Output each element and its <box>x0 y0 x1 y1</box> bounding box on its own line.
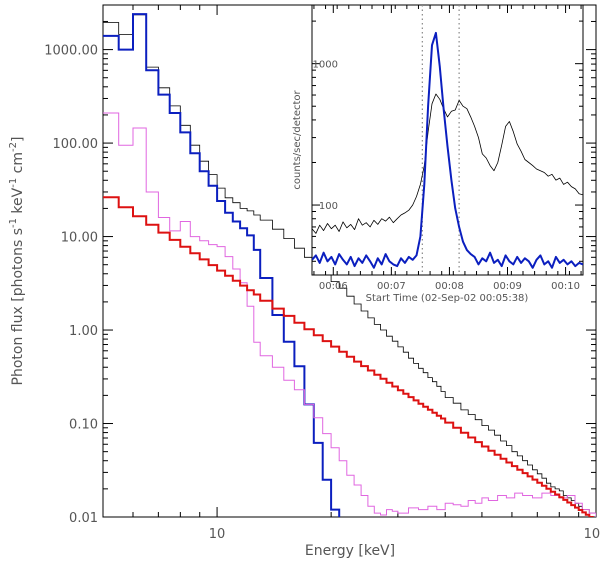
inset-series-line-0 <box>312 93 583 234</box>
inset-plot-frame <box>311 4 584 276</box>
main-series-line-2 <box>103 112 596 517</box>
main-y-axis-label-exponent: -1 <box>8 178 19 188</box>
main-y-axis-label-exponent: -1 <box>8 218 19 228</box>
main-y-axis-label-exponent: -2 <box>8 142 19 152</box>
main-y-axis-label-text: cm <box>10 152 26 178</box>
main-y-tick-label: 1000.00 <box>44 44 98 59</box>
main-y-tick-label: 0.10 <box>69 418 98 433</box>
inset-x-tick-label: 00:07 <box>377 281 406 292</box>
main-y-axis-label-text: keV <box>10 187 26 218</box>
main-y-axis-label: Photon flux [photons s-1 keV-1 cm-2] <box>8 137 26 386</box>
main-series-group <box>103 13 596 517</box>
inset-y-axis-label: counts/sec/detector <box>292 89 303 189</box>
main-x-tick-label: 100 <box>584 527 600 542</box>
inset-y-tick-label: 1000 <box>313 60 338 71</box>
main-y-tick-label: 1.00 <box>69 324 98 339</box>
inset-series-line-1 <box>312 31 583 269</box>
main-y-axis-label-text: Photon flux [photons s <box>10 228 26 385</box>
main-y-tick-label: 0.01 <box>69 511 98 526</box>
inset-x-tick-label: 00:09 <box>493 281 522 292</box>
inset-axis-ticks <box>312 5 583 275</box>
main-y-axis-label-text: ] <box>10 137 26 142</box>
inset-x-tick-label: 00:06 <box>319 281 348 292</box>
inset-x-tick-label: 00:08 <box>435 281 464 292</box>
main-series-line-0 <box>103 14 596 514</box>
main-y-tick-label: 100.00 <box>53 137 99 152</box>
main-tick-labels: 10 100 1000.00 100.00 10.00 1.00 0.10 0.01 <box>44 44 600 542</box>
main-y-tick-label: 10.00 <box>61 231 98 246</box>
main-series-line-3 <box>103 196 594 517</box>
inset-x-tick-label: 00:10 <box>551 281 580 292</box>
inset-series-group <box>312 31 583 269</box>
main-x-tick-label: 10 <box>209 527 226 542</box>
inset-x-axis-label: Start Time (02-Sep-02 00:05:38) <box>366 293 529 304</box>
inset-y-tick-label: 100 <box>319 201 338 212</box>
inset-tick-labels: 00:06 00:07 00:08 00:09 00:10 100 1000 <box>313 60 580 292</box>
main-x-axis-label: Energy [keV] <box>305 543 395 559</box>
